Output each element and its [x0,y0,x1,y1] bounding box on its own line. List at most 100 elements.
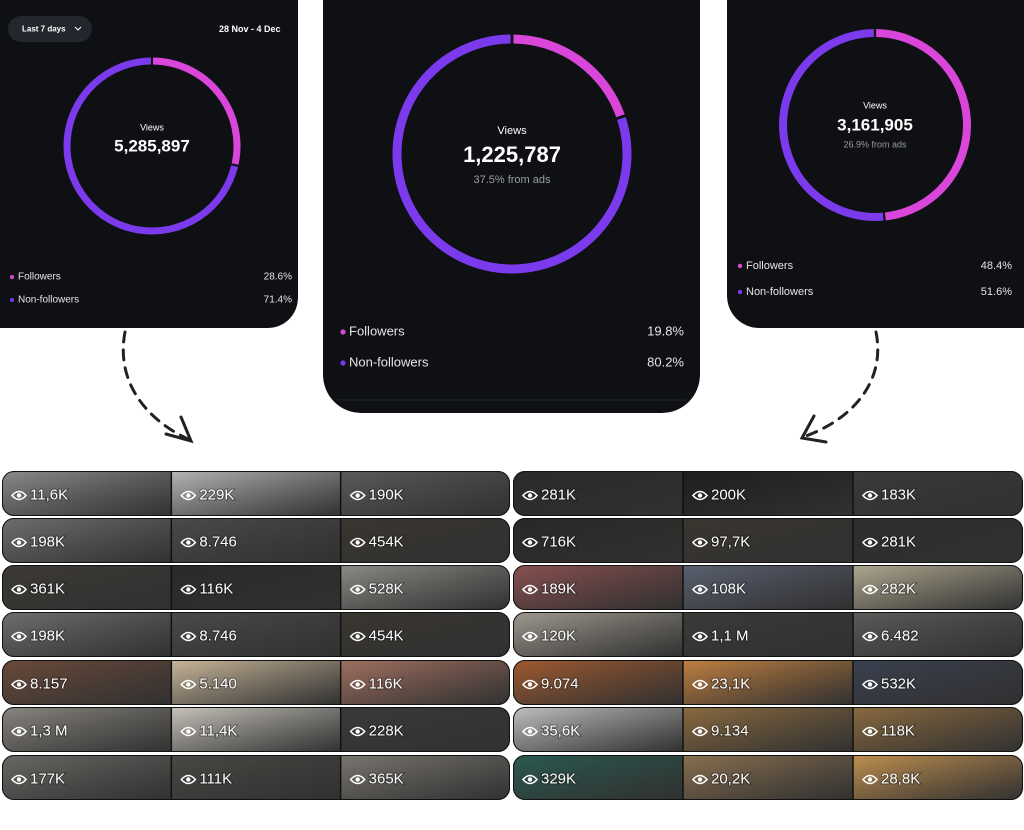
total-views: 5,285,897 [114,136,190,155]
legend-value: 71.4% [264,295,292,306]
thumbnail [340,518,510,563]
thumbnail [853,755,1023,800]
eye-pupil [527,777,533,782]
arrow-right [801,330,880,439]
view-count: 116K [369,675,403,692]
eye-icon [349,774,366,785]
insight-panel: Views 1,225,787 37.5% from ads Followers 19.… [323,0,700,413]
eye-pupil [867,682,873,687]
view-count: 716K [541,533,576,550]
eye-icon [861,679,879,690]
eye-icon [691,774,709,785]
eye-icon [521,631,539,642]
thumbnail-row: 716K 97,7K 281K [513,518,1023,563]
eye-icon [691,726,709,737]
thumbnail [340,755,510,800]
thumbnail-row: 281K 200K 183K [513,471,1023,516]
eye-icon [180,490,197,501]
eye-icon [691,537,709,548]
eye-pupil [697,777,703,782]
view-count: 282K [881,580,916,597]
thumbnail-row: 8.157 5.140 116K [2,660,510,705]
thumbnail [683,707,853,752]
thumbnail [513,755,683,800]
legend-name: Followers [746,260,794,272]
eye-pupil [697,682,703,687]
legend-value: 48.4% [981,260,1012,272]
thumbnail [683,471,853,516]
legend-name: Non-followers [746,286,814,298]
eye-pupil [16,540,22,545]
thumbnail [513,707,683,752]
eye-icon [349,679,366,690]
eye-pupil [186,634,191,639]
eye-pupil [355,634,360,639]
eye-icon [10,726,28,737]
insight-panel: Views 3,161,905 26.9% from ads Followers 48.… [727,0,1024,328]
view-count: 8.746 [199,627,237,644]
ads-note: 37.5% from ads [473,174,551,186]
legend-dot [340,360,346,366]
view-count: 23,1K [711,675,750,692]
view-count: 8.157 [30,675,68,692]
thumbnail [853,471,1023,516]
eye-icon [861,774,879,785]
panel-bg [727,0,1024,328]
view-count: 365K [369,770,404,787]
eye-icon [521,774,539,785]
thumbnail [340,612,510,657]
eye-pupil [527,587,533,592]
view-count: 281K [541,486,576,503]
view-count: 9.074 [541,675,579,692]
eye-pupil [186,540,191,545]
legend-dot [737,289,743,295]
eye-pupil [355,777,360,782]
metric-label: Views [863,100,887,110]
eye-icon [180,537,197,548]
total-views: 3,161,905 [837,115,913,134]
thumbnail [513,471,683,516]
eye-icon [180,774,197,785]
legend-name: Non-followers [18,295,79,306]
eye-pupil [355,540,360,545]
thumbnail-row: 35,6K 9.134 118K [513,707,1023,752]
eye-icon [861,490,879,501]
eye-pupil [186,729,191,734]
view-count: 1,3 M [30,722,68,739]
eye-pupil [186,777,191,782]
legend-dot [340,329,346,335]
thumbnail [853,518,1023,563]
donut-segment [779,29,884,221]
view-count: 532K [881,675,916,692]
thumbnail [2,518,172,563]
thumbnail-row: 189K 108K 282K [513,565,1023,610]
eye-pupil [527,493,533,498]
thumbnail [853,612,1023,657]
eye-pupil [16,493,22,498]
thumbnail [171,471,341,516]
thumbnail [171,565,341,610]
view-count: 229K [199,486,234,503]
panel-bg [0,0,298,328]
donut-segment [153,57,241,165]
eye-icon [861,631,879,642]
thumbnail [2,660,172,705]
donut-segment [392,34,632,274]
eye-icon [861,726,879,737]
eye-icon [10,537,28,548]
donut-segment [63,57,238,235]
thumbnail [340,707,510,752]
thumbnail [171,518,341,563]
view-count: 454K [369,533,404,550]
thumbnail-row: 329K 20,2K 28,8K [513,755,1023,800]
eye-icon [180,679,197,690]
view-count: 329K [541,770,576,787]
eye-icon [691,679,709,690]
arrow-left [121,330,192,442]
view-count: 11,4K [199,722,237,739]
eye-icon [521,584,539,595]
thumbnail [2,471,172,516]
eye-pupil [16,682,22,687]
eye-pupil [867,634,873,639]
thumbnail [513,518,683,563]
